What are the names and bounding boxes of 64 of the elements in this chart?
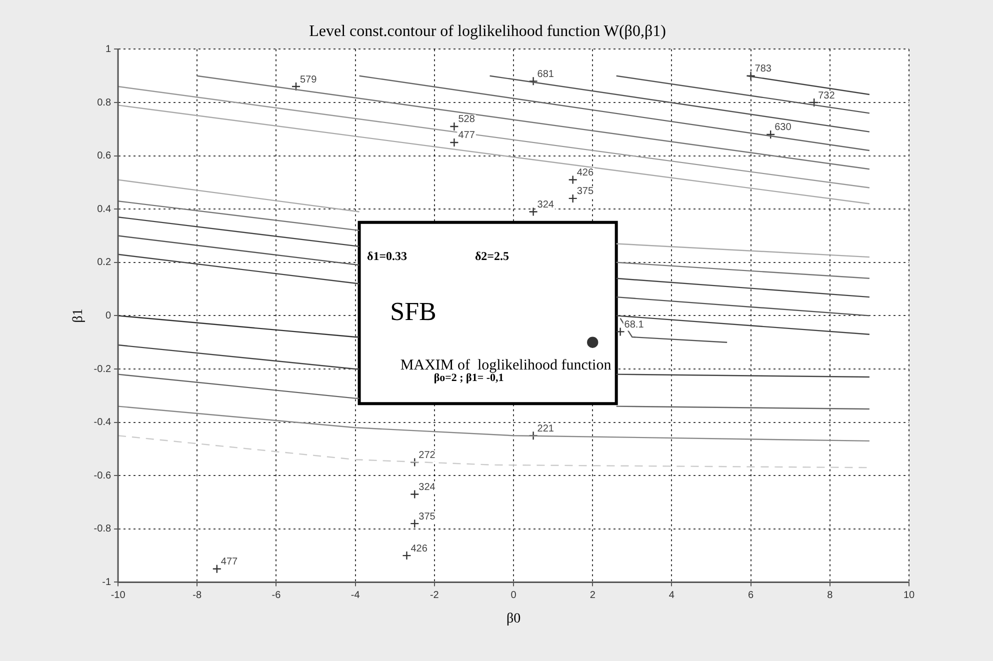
- annotation: 528: [458, 114, 476, 126]
- y-tick-label: -0.4: [94, 417, 112, 428]
- x-tick-label: -2: [430, 590, 440, 601]
- point: [410, 518, 420, 528]
- x-axis-title: β0: [506, 611, 521, 626]
- point: [528, 207, 538, 216]
- y-tick-label: 0.8: [97, 97, 112, 108]
- annotation: 324: [537, 200, 554, 211]
- y-tick-label: -0.8: [94, 524, 112, 535]
- annotation: 477: [458, 130, 476, 142]
- annotation: βo=2 ; β1= -0,1: [434, 372, 504, 384]
- annotation: 579: [300, 74, 318, 86]
- annotation: SFB: [390, 296, 436, 326]
- point: [587, 336, 598, 348]
- point: [402, 550, 412, 560]
- y-tick-label: 0.6: [97, 150, 112, 162]
- y-tick-label: 0: [105, 310, 112, 322]
- y-tick-label: -0.2: [94, 364, 112, 375]
- point: [450, 138, 459, 148]
- annotation: δ1=0.33: [366, 248, 408, 263]
- annotation: 221: [537, 423, 554, 434]
- y-tick-label: 0.2: [97, 257, 112, 268]
- point: [809, 98, 819, 108]
- y-tick-label: -0.6: [94, 470, 112, 482]
- annotation: MAXIM of loglikelihood function: [400, 358, 612, 374]
- point: [568, 175, 578, 184]
- annotation: 783: [754, 64, 772, 75]
- point: [410, 490, 420, 499]
- x-tick-label: 4: [668, 590, 675, 601]
- point: [616, 327, 625, 336]
- x-tick-label: -4: [350, 590, 360, 601]
- point: [528, 431, 538, 440]
- point: [410, 458, 420, 467]
- x-tick-label: -10: [110, 590, 126, 601]
- annotation: 324: [418, 482, 436, 494]
- y-tick-label: 1: [105, 44, 112, 55]
- annotation: 375: [576, 186, 594, 198]
- x-tick-label: -6: [272, 590, 282, 601]
- x-tick-label: -8: [192, 590, 202, 601]
- x-tick-label: 2: [590, 590, 596, 601]
- point: [528, 76, 538, 86]
- y-axis-title: β1: [71, 308, 86, 323]
- point: [212, 564, 222, 574]
- annotation: 272: [418, 450, 436, 462]
- chart-title: Level const.contour of loglikelihood function W(β0,β1): [309, 22, 666, 40]
- y-tick-label: 0.4: [97, 204, 112, 215]
- y-tick-label: -1: [102, 576, 112, 588]
- annotation: 426: [410, 543, 428, 554]
- annotation: 681: [537, 68, 554, 80]
- annotation: 477: [220, 556, 238, 568]
- x-tick-label: 6: [748, 590, 754, 601]
- point: [450, 122, 459, 132]
- point: [568, 194, 578, 204]
- annotation: δ2=2.5: [474, 248, 510, 263]
- point: [766, 130, 776, 140]
- annotation: 630: [774, 122, 792, 134]
- annotation: 426: [576, 168, 594, 179]
- point: [291, 82, 301, 92]
- x-tick-label: 10: [903, 590, 915, 601]
- annotation: 68.1: [624, 319, 644, 330]
- annotation: 375: [418, 511, 436, 522]
- x-tick-label: 0: [510, 590, 517, 601]
- x-tick-label: 8: [827, 590, 834, 601]
- annotation: 732: [818, 90, 836, 102]
